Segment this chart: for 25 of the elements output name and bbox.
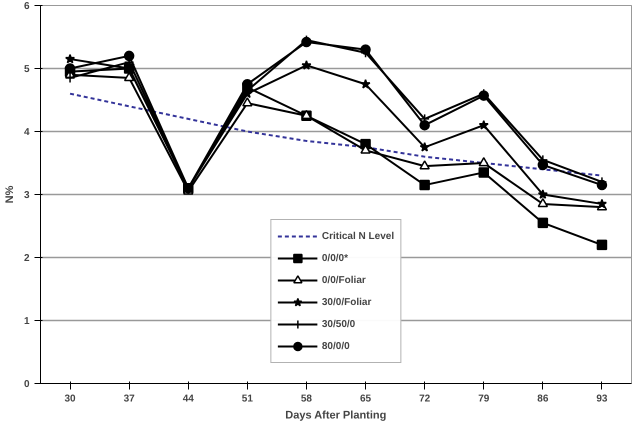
x-tick-label: 37 (124, 394, 136, 404)
legend-label: Critical N Level (322, 230, 394, 242)
x-tick-label: 72 (419, 394, 431, 404)
x-tick-label: 30 (64, 394, 76, 404)
y-axis-title: N% (4, 185, 16, 204)
y-tick-label: 6 (24, 1, 30, 12)
legend-label: 80/0/0 (322, 340, 350, 352)
legend-label: 30/50/0 (322, 318, 356, 330)
y-tick-label: 5 (24, 64, 30, 75)
x-axis-title: Days After Planting (285, 410, 386, 422)
x-tick-label: 79 (478, 394, 490, 404)
x-tick-label: 93 (596, 394, 608, 404)
y-tick-label: 0 (24, 379, 30, 390)
x-tick-label: 65 (360, 394, 372, 404)
legend-label: 0/0/0* (322, 252, 348, 264)
legend-label: 30/0/Foliar (322, 296, 372, 308)
y-tick-label: 3 (24, 190, 30, 201)
x-tick-label: 86 (537, 394, 549, 404)
y-tick-label: 2 (24, 253, 30, 264)
y-tick-label: 1 (24, 316, 30, 327)
x-tick-label: 51 (242, 394, 254, 404)
y-tick-label: 4 (24, 127, 30, 138)
x-tick-label: 44 (182, 394, 194, 404)
x-tick-label: 58 (300, 394, 312, 404)
legend-label: 0/0/Foliar (322, 274, 366, 286)
